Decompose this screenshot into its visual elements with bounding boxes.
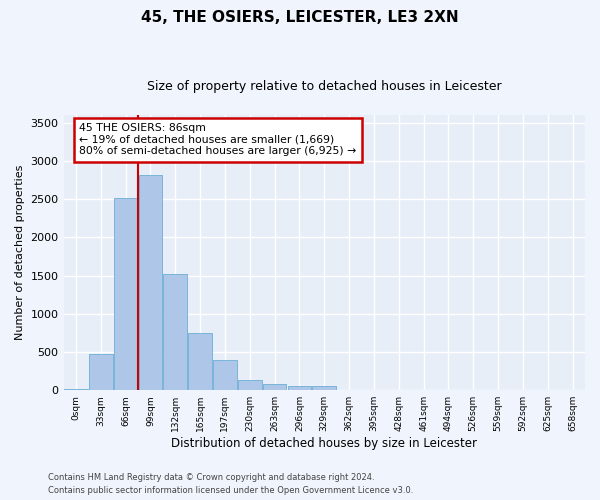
Text: 45 THE OSIERS: 86sqm
← 19% of detached houses are smaller (1,669)
80% of semi-de: 45 THE OSIERS: 86sqm ← 19% of detached h… — [79, 124, 356, 156]
Y-axis label: Number of detached properties: Number of detached properties — [15, 165, 25, 340]
Bar — [64, 388, 88, 390]
Bar — [213, 360, 237, 390]
Bar — [114, 198, 137, 390]
Bar — [139, 174, 162, 390]
Bar — [263, 384, 286, 390]
Bar — [89, 354, 113, 390]
Bar — [163, 274, 187, 390]
Title: Size of property relative to detached houses in Leicester: Size of property relative to detached ho… — [147, 80, 502, 93]
Text: Contains HM Land Registry data © Crown copyright and database right 2024.
Contai: Contains HM Land Registry data © Crown c… — [48, 474, 413, 495]
Text: 45, THE OSIERS, LEICESTER, LE3 2XN: 45, THE OSIERS, LEICESTER, LE3 2XN — [141, 10, 459, 25]
Bar — [188, 333, 212, 390]
Bar — [238, 380, 262, 390]
X-axis label: Distribution of detached houses by size in Leicester: Distribution of detached houses by size … — [171, 437, 477, 450]
Bar — [313, 386, 336, 390]
Bar — [287, 386, 311, 390]
